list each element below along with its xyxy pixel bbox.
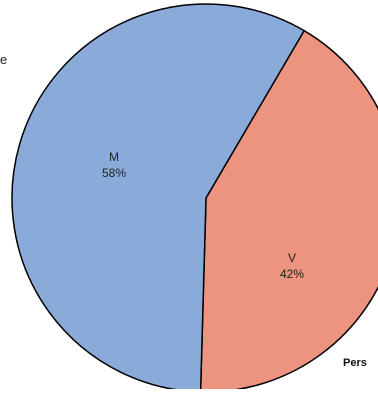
slice-percent-m: 58% bbox=[102, 166, 126, 180]
slice-percent-v: 42% bbox=[280, 267, 304, 281]
pie-slice-v bbox=[199, 29, 378, 393]
slice-label-m: M bbox=[109, 150, 119, 164]
legend-title[interactable]: Pers bbox=[343, 357, 367, 369]
clipped-side-text: e bbox=[0, 52, 8, 67]
slice-label-v: V bbox=[288, 251, 296, 265]
pie-slice-m bbox=[11, 3, 306, 393]
